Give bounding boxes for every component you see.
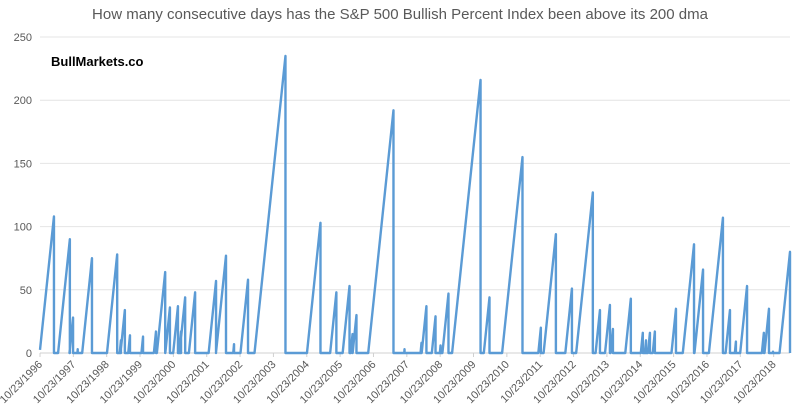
y-tick-label: 50 [20,285,32,297]
y-tick-label: 150 [14,158,32,170]
y-tick-label: 0 [26,348,32,360]
chart-title: How many consecutive days has the S&P 50… [92,6,708,23]
data-line-series [38,54,792,355]
y-tick-label: 100 [14,222,32,234]
y-tick-label: 200 [14,95,32,107]
y-tick-label: 250 [14,32,32,44]
brand-watermark: BullMarkets.co [51,54,144,69]
